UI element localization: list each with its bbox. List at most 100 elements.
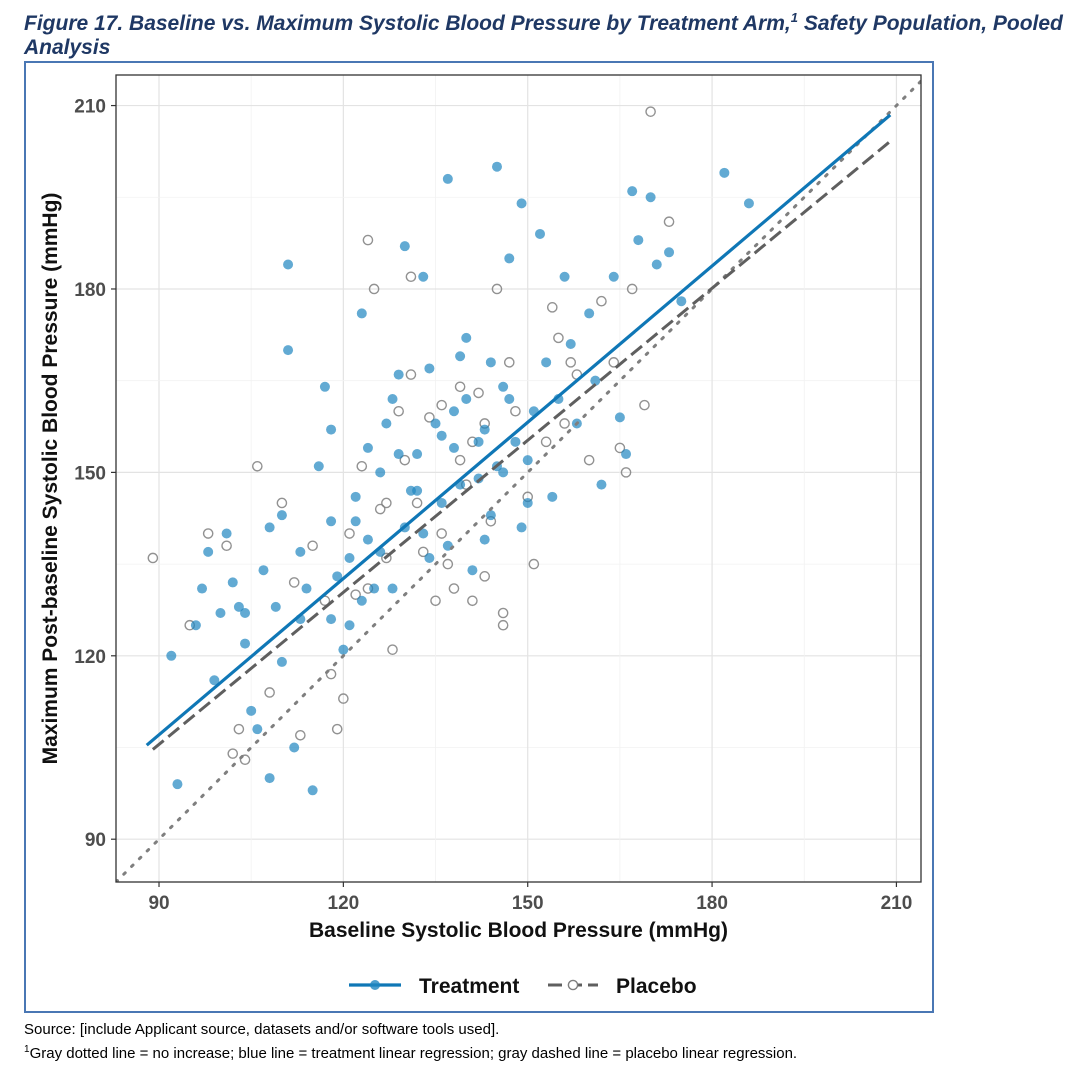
treatment-point [448, 406, 459, 417]
treatment-point [645, 192, 656, 203]
treatment-point [498, 381, 509, 392]
treatment-point [209, 675, 220, 686]
treatment-point [473, 436, 484, 447]
treatment-point [621, 449, 632, 460]
treatment-point [664, 247, 675, 258]
treatment-point [369, 583, 380, 594]
treatment-point [319, 381, 330, 392]
placebo-point [608, 357, 620, 368]
treatment-point [596, 479, 607, 490]
legend: Treatment Placebo [349, 975, 697, 998]
treatment-point [166, 650, 177, 661]
treatment-point [307, 785, 318, 796]
treatment-point [326, 614, 337, 625]
treatment-point [258, 565, 269, 576]
treatment-point [522, 497, 533, 508]
placebo-point [503, 357, 515, 368]
legend-treatment-marker [370, 980, 380, 990]
treatment-point [375, 467, 386, 478]
plot-border [115, 74, 922, 883]
treatment-point [504, 253, 515, 264]
placebo-point [350, 589, 361, 600]
treatment-point [362, 442, 373, 453]
footnote: 1Gray dotted line = no increase; blue li… [24, 1040, 797, 1064]
placebo-point [436, 399, 447, 411]
placebo-point [510, 405, 521, 417]
treatment-point [559, 271, 570, 282]
treatment-point [614, 412, 625, 423]
treatment-regression-line [145, 113, 892, 747]
placebo-point [491, 283, 503, 295]
y-tick-label: 180 [74, 280, 106, 301]
placebo-point [497, 619, 509, 631]
treatment-point [719, 167, 730, 178]
treatment-point [203, 546, 214, 557]
placebo-point [405, 369, 417, 380]
placebo-point [221, 540, 232, 552]
treatment-point [326, 424, 337, 435]
placebo-point [381, 552, 392, 564]
treatment-point [608, 271, 619, 282]
x-tick-label: 90 [148, 893, 169, 914]
placebo-point [239, 754, 251, 766]
treatment-point [461, 332, 472, 343]
treatment-point [627, 186, 638, 197]
treatment-point [467, 565, 478, 576]
placebo-point [663, 216, 675, 228]
x-tick-label: 210 [881, 893, 913, 914]
treatment-point [344, 552, 355, 563]
placebo-point [325, 668, 337, 680]
treatment-point [418, 271, 429, 282]
placebo-point [559, 418, 570, 429]
x-axis-title: Baseline Systolic Blood Pressure (mmHg) [309, 919, 728, 942]
treatment-point [448, 442, 459, 453]
treatment-point [516, 198, 527, 209]
treatment-point [221, 528, 232, 539]
x-tick-label: 120 [328, 893, 360, 914]
figure-title-main: Figure 17. Baseline vs. Maximum Systolic… [24, 12, 791, 35]
source-note: Source: [include Applicant source, datas… [24, 1021, 500, 1038]
treatment-point [430, 418, 441, 429]
placebo-point [639, 399, 650, 411]
placebo-point [596, 295, 607, 307]
placebo-point [338, 693, 349, 704]
treatment-point [344, 620, 355, 631]
data-layer [116, 79, 921, 882]
figure-footer: Source: [include Applicant source, datas… [24, 1020, 797, 1064]
treatment-point [362, 534, 373, 545]
placebo-point [288, 577, 300, 588]
placebo-point [362, 234, 374, 246]
treatment-point [412, 449, 423, 460]
placebo-point [411, 497, 423, 509]
treatment-point [197, 583, 208, 594]
placebo-point [645, 106, 656, 117]
treatment-point [264, 522, 275, 533]
placebo-point [202, 528, 214, 539]
placebo-point [417, 546, 429, 558]
treatment-point [215, 608, 226, 618]
treatment-point [491, 161, 502, 172]
placebo-point [540, 436, 552, 448]
y-tick-label: 120 [74, 647, 106, 668]
treatment-point [461, 394, 472, 405]
y-tick-label: 210 [74, 97, 106, 118]
treatment-point [485, 510, 496, 521]
treatment-point [387, 394, 398, 405]
placebo-point [448, 583, 460, 594]
placebo-point [307, 540, 318, 552]
treatment-point [436, 497, 447, 508]
treatment-point [442, 173, 453, 184]
treatment-point [313, 461, 324, 472]
placebo-point [405, 271, 417, 283]
placebo-point [497, 607, 509, 619]
treatment-point [424, 552, 435, 563]
treatment-point [510, 436, 521, 447]
placebo-point [553, 332, 564, 344]
treatment-point [233, 601, 244, 612]
placebo-point [381, 497, 392, 509]
x-tick-label: 150 [512, 893, 544, 914]
treatment-point [295, 546, 306, 557]
treatment-point [326, 516, 337, 527]
treatment-point [535, 228, 546, 239]
placebo-point [399, 454, 411, 466]
